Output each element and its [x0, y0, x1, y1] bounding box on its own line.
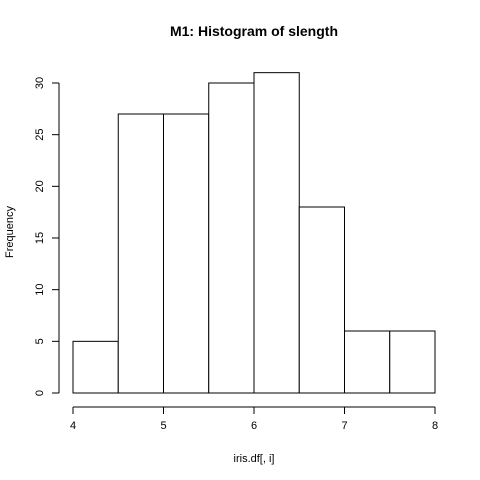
- histogram-bar-6: [344, 330, 391, 394]
- y-tick-label: 0: [34, 390, 46, 396]
- y-axis-label: Frequency: [4, 206, 16, 258]
- x-axis-label: iris.df[, i]: [234, 453, 275, 465]
- x-axis: 4 5 6 7 8: [70, 406, 438, 432]
- x-tick-label: 7: [341, 420, 347, 432]
- histogram-bar-4: [253, 72, 300, 394]
- y-tick-label: 5: [34, 338, 46, 344]
- x-tick-label: 8: [432, 420, 438, 432]
- y-tick-label: 30: [34, 77, 46, 89]
- histogram-bar-0: [72, 340, 119, 394]
- x-tick-label: 5: [160, 420, 166, 432]
- y-tick-label: 15: [34, 232, 46, 244]
- x-tick-label: 4: [70, 420, 76, 432]
- y-tick-label: 10: [34, 284, 46, 296]
- histogram-bar-7: [389, 330, 436, 394]
- histogram-bar-3: [208, 82, 255, 394]
- chart-title: M1: Histogram of slength: [170, 23, 338, 39]
- y-tick-label: 20: [34, 180, 46, 192]
- histogram-bar-1: [117, 113, 164, 394]
- y-axis: 0 5 10 15 20 25 30: [34, 77, 60, 396]
- bars-group: [72, 72, 436, 394]
- histogram-bar-5: [298, 206, 345, 394]
- histogram-bar-2: [163, 113, 210, 394]
- y-tick-label: 25: [34, 129, 46, 141]
- x-tick-label: 6: [251, 420, 257, 432]
